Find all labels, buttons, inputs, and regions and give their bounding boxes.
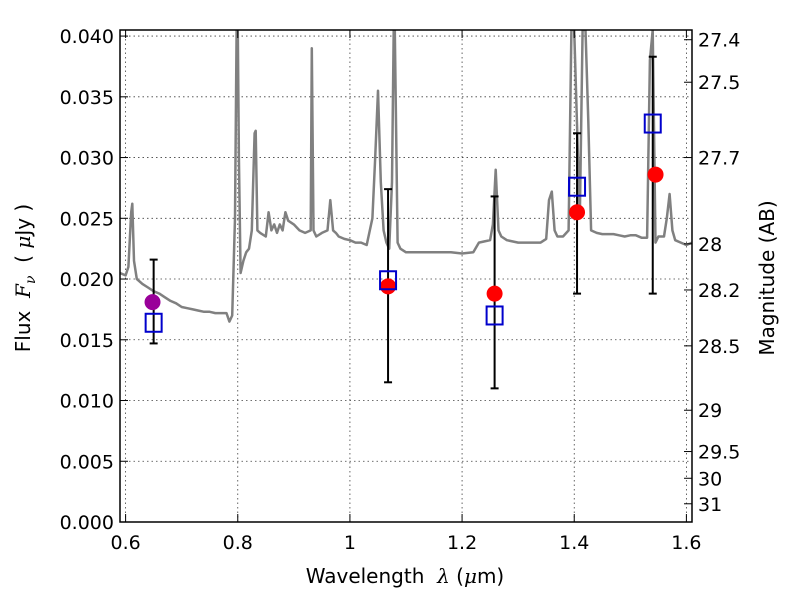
data-point-circle [569, 204, 586, 221]
data-point-square [643, 113, 662, 134]
spectrum-layer [120, 30, 692, 323]
y-axis-label-mu: μ [11, 236, 35, 249]
x-axis-label-open: ( [450, 564, 464, 588]
y-tick-label: 0.005 [60, 451, 114, 473]
y2-tick-label: 28.2 [698, 280, 740, 302]
y2-tick-label: 29.5 [698, 442, 740, 464]
y-axis-label-unit: Jy ) [11, 204, 35, 238]
y-tick-label: 0.020 [60, 269, 114, 291]
y2-tick-label: 29 [698, 400, 722, 422]
x-axis-label-unit: m) [477, 564, 504, 588]
x-tick-label: 0.6 [110, 532, 140, 554]
data-point-circle [144, 294, 161, 311]
y-tick-label: 0.010 [60, 391, 114, 413]
data-point-square [379, 270, 398, 291]
y2-tick-label: 27.7 [698, 148, 740, 170]
x-axis-label-prefix: Wavelength [306, 564, 437, 588]
tick-labels: 0.6 0.8 1 1.2 1.4 1.6 0.000 0.005 0.010 0.015 0.02… [60, 26, 741, 554]
data-point-circle [380, 278, 397, 295]
x-tick-label: 1.2 [447, 532, 477, 554]
y-axis-label-symbol: F [11, 283, 35, 299]
x-axis-label: Wavelength λ (μm) [306, 564, 505, 588]
y-tick-label: 0.000 [60, 512, 114, 534]
y-tick-label: 0.030 [60, 148, 114, 170]
y-axis-label-subscript: ν [23, 275, 39, 284]
y2-tick-label: 28.5 [698, 336, 740, 358]
ticks-layer [120, 30, 692, 523]
y2-tick-label: 31 [698, 494, 722, 516]
y-tick-label: 0.035 [60, 87, 114, 109]
y-tick-label: 0.015 [60, 330, 114, 352]
data-point-circle [647, 166, 664, 183]
marker-layer [144, 113, 664, 333]
model-spectrum-line [120, 30, 692, 323]
y2-tick-label: 27.5 [698, 72, 740, 94]
plot-frame [119, 29, 693, 523]
y2-axis-label: Magnitude (AB) [755, 200, 779, 355]
data-point-square [485, 305, 504, 326]
y-axis-label: Flux Fν ( μJy ) [11, 204, 39, 352]
grid-lines [120, 30, 692, 523]
x-tick-label: 1 [344, 532, 356, 554]
y-axis-label-open: ( [11, 249, 35, 276]
x-axis-label-symbol: λ [436, 564, 450, 588]
y-tick-label: 0.040 [60, 26, 114, 48]
x-tick-label: 1.6 [671, 532, 701, 554]
y-axis-label-prefix: Flux [11, 298, 35, 352]
data-point-circle [486, 285, 503, 302]
y2-tick-label: 28 [698, 234, 722, 256]
x-axis-label-mu: μ [464, 564, 477, 588]
x-tick-label: 0.8 [223, 532, 253, 554]
data-point-square [144, 312, 163, 333]
y-tick-label: 0.025 [60, 208, 114, 230]
data-point-square [568, 176, 587, 197]
x-tick-label: 1.4 [559, 532, 589, 554]
y2-tick-label: 27.4 [698, 30, 740, 52]
y2-tick-label: 30 [698, 468, 722, 490]
